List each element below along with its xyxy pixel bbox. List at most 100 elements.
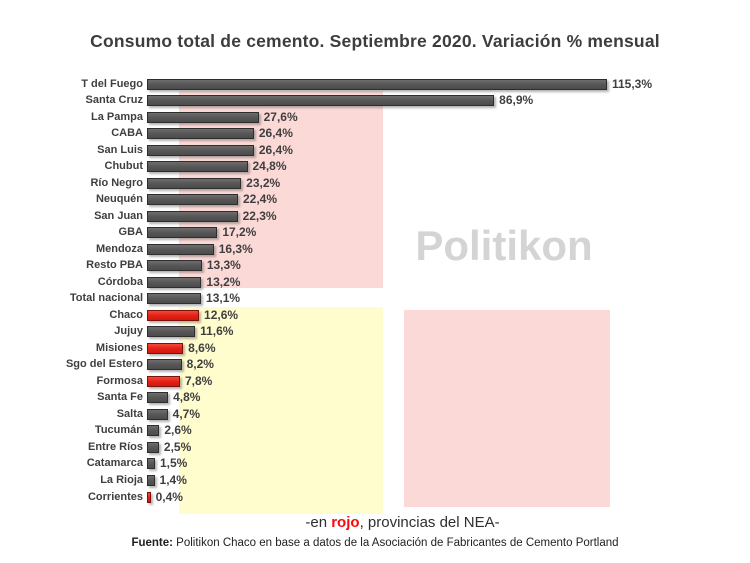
- bar-row: Corrientes 0,4%: [0, 489, 750, 504]
- category-label: Misiones: [95, 341, 143, 354]
- category-label: GBA: [118, 226, 143, 239]
- category-label: Corrientes: [87, 490, 143, 503]
- value-label: 1,5%: [159, 456, 188, 471]
- category-label: Entre Ríos: [87, 440, 143, 453]
- bar-row: Santa Cruz 86,9%: [0, 93, 750, 108]
- category-label: Salta: [116, 407, 143, 420]
- value-label: 22,4%: [242, 192, 277, 207]
- bar: [147, 425, 160, 437]
- bar-row: GBA 17,2%: [0, 225, 750, 240]
- value-label: 4,7%: [172, 406, 201, 421]
- bar: [147, 78, 607, 90]
- bar-row: Resto PBA 13,3%: [0, 258, 750, 273]
- bar: [147, 260, 202, 272]
- value-label: 16,3%: [218, 241, 253, 256]
- bar-row: San Juan 22,3%: [0, 208, 750, 223]
- bar-row: La Rioja 1,4%: [0, 472, 750, 487]
- bar-row: Formosa 7,8%: [0, 374, 750, 388]
- value-label: 2,6%: [164, 423, 192, 438]
- category-label: Chaco: [109, 308, 143, 321]
- value-label: 27,6%: [263, 109, 298, 124]
- bar-row: Chubut 24,8%: [0, 159, 750, 174]
- category-label: Sgo del Estero: [65, 358, 143, 371]
- value-label: 26,4%: [258, 126, 293, 141]
- bar: [147, 227, 218, 239]
- bar-row: La Pampa 27,6%: [0, 109, 750, 124]
- bar-row: Total nacional 13,1%: [0, 291, 750, 306]
- value-label: 13,3%: [206, 258, 241, 273]
- politikon-watermark: Politikon: [415, 222, 593, 269]
- bar: [147, 210, 238, 222]
- bar-row: Neuquén 22,4%: [0, 192, 750, 207]
- bar: [147, 326, 196, 338]
- bar: [147, 441, 159, 453]
- bar: [147, 144, 254, 156]
- category-label: Río Negro: [90, 176, 143, 189]
- bar: [147, 177, 242, 189]
- bar: [147, 276, 202, 288]
- bar-nea-red: [147, 375, 180, 387]
- bar-nea-red: [147, 309, 200, 321]
- value-label: 86,9%: [499, 93, 534, 108]
- bar: [147, 293, 202, 305]
- category-label: Formosa: [96, 374, 143, 387]
- value-label: 17,2%: [222, 225, 257, 240]
- category-label: San Juan: [94, 209, 143, 222]
- value-label: 22,3%: [242, 208, 277, 223]
- bar: [147, 408, 168, 420]
- category-label: CABA: [111, 127, 143, 140]
- bar: [147, 458, 155, 470]
- bar: [147, 359, 182, 371]
- bar-row: Mendoza 16,3%: [0, 241, 750, 256]
- bar: [147, 392, 169, 404]
- bar-row: Tucumán 2,6%: [0, 423, 750, 438]
- value-label: 0,4%: [155, 489, 183, 504]
- note-prefix: -en: [305, 514, 332, 531]
- bar-row: Salta 4,7%: [0, 406, 750, 421]
- highlight-region-yellow-nea: [179, 307, 383, 514]
- value-label: 23,2%: [246, 175, 281, 190]
- category-label: Neuquén: [95, 193, 143, 206]
- note-red-word: rojo: [331, 514, 360, 531]
- note-suffix: , provincias del NEA-: [359, 514, 500, 531]
- value-label: 1,4%: [159, 472, 187, 487]
- category-label: Jujuy: [114, 325, 143, 338]
- bar-row: Chaco 12,6%: [0, 307, 750, 322]
- value-label: 24,8%: [252, 159, 287, 174]
- value-label: 2,5%: [163, 439, 192, 454]
- highlight-region-pink-top: [179, 91, 383, 288]
- category-label: La Pampa: [91, 110, 143, 123]
- source-label: Fuente:: [131, 537, 173, 549]
- bar-nea-red: [147, 491, 151, 503]
- bar-row: San Luis 26,4%: [0, 142, 750, 157]
- value-label: 4,8%: [173, 390, 201, 405]
- bar-row: Córdoba 13,2%: [0, 274, 750, 289]
- bar-row: T del Fuego 115,3%: [0, 77, 750, 91]
- bar-row: Jujuy 11,6%: [0, 324, 750, 338]
- value-label: 8,2%: [186, 357, 214, 372]
- source-text: Politikon Chaco en base a datos de la As…: [172, 537, 619, 549]
- bar: [147, 474, 155, 486]
- bar-row: Entre Ríos 2,5%: [0, 439, 750, 454]
- bar: [147, 194, 238, 206]
- chart-title: Consumo total de cemento. Septiembre 202…: [90, 31, 660, 51]
- category-label: T del Fuego: [81, 77, 143, 90]
- category-label: La Rioja: [100, 473, 143, 486]
- category-label: Resto PBA: [86, 259, 143, 272]
- value-label: 13,2%: [206, 274, 241, 289]
- bar-row: Misiones 8,6%: [0, 341, 750, 355]
- source-line: Fuente: Politikon Chaco en base a datos …: [0, 537, 750, 549]
- bar-row: CABA 26,4%: [0, 126, 750, 141]
- category-label: San Luis: [97, 143, 143, 156]
- category-label: Total nacional: [69, 292, 143, 305]
- highlight-region-pink-right: [404, 310, 610, 507]
- value-label: 26,4%: [258, 142, 293, 157]
- category-label: Santa Cruz: [85, 94, 143, 107]
- nea-legend-note: -en rojo, provincias del NEA-: [55, 514, 750, 531]
- value-label: 13,1%: [206, 291, 241, 306]
- bar-nea-red: [147, 342, 184, 354]
- category-label: Catamarca: [86, 457, 143, 470]
- value-label: 12,6%: [204, 307, 239, 322]
